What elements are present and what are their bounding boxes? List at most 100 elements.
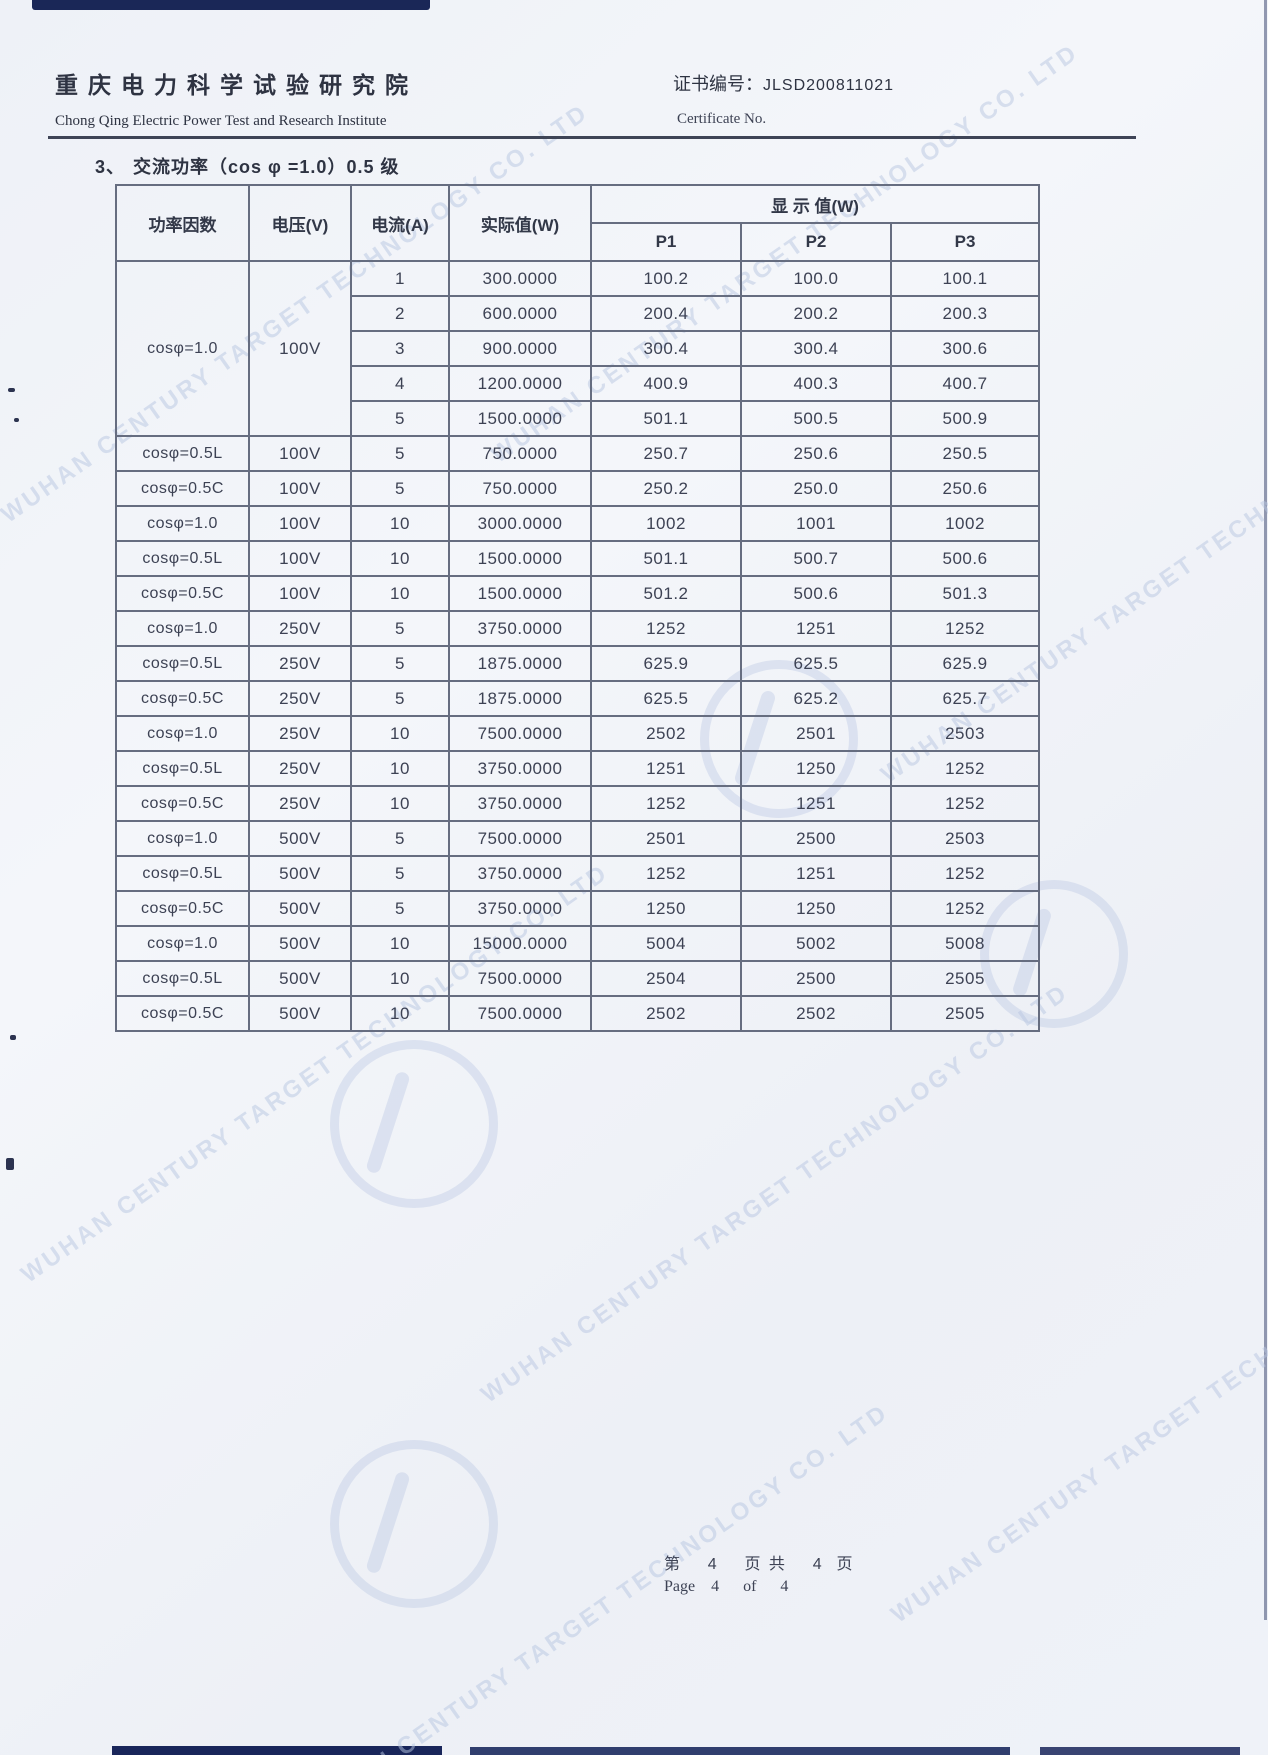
cell-p2: 400.3 bbox=[740, 365, 892, 402]
cell-actual-value: 750.0000 bbox=[448, 435, 592, 472]
col-header-voltage: 电压(V) bbox=[248, 184, 352, 262]
cell-actual-value: 1500.0000 bbox=[448, 540, 592, 577]
watermark-logo bbox=[330, 1440, 498, 1608]
cell-p1: 501.2 bbox=[590, 575, 742, 612]
cell-voltage: 500V bbox=[248, 995, 352, 1032]
cell-current: 5 bbox=[350, 855, 450, 892]
cell-p1: 501.1 bbox=[590, 400, 742, 437]
cell-power-factor: cosφ=0.5C bbox=[115, 890, 250, 927]
table-row: cosφ=0.5L 500V 10 7500.0000 2504 2500 2505 bbox=[115, 960, 1041, 997]
scan-artifact bbox=[10, 1035, 16, 1040]
page-footer: 第 4 页 共 4 页 Page 4 of 4 bbox=[664, 1550, 854, 1596]
cell-current: 5 bbox=[350, 435, 450, 472]
cell-p1: 625.9 bbox=[590, 645, 742, 682]
cell-p3: 400.7 bbox=[889, 365, 1041, 402]
cell-p1: 625.5 bbox=[590, 680, 742, 717]
scan-edge-bottom bbox=[112, 1746, 442, 1755]
cell-power-factor: cosφ=0.5C bbox=[115, 995, 250, 1032]
cell-actual-value: 1500.0000 bbox=[448, 400, 592, 437]
table-row: cosφ=0.5C 250V 10 3750.0000 1252 1251 1252 bbox=[115, 785, 1041, 822]
cell-power-factor: cosφ=0.5C bbox=[115, 575, 250, 612]
table-row: cosφ=0.5L 100V 5 750.0000 250.7 250.6 250.5 bbox=[115, 435, 1041, 472]
table-row: cosφ=1.0 100V 1 300.0000 100.2 100.0 100.1 bbox=[115, 260, 1041, 437]
cell-voltage: 500V bbox=[248, 925, 352, 962]
cell-current: 5 bbox=[350, 470, 450, 507]
cell-power-factor: cosφ=1.0 bbox=[115, 260, 250, 437]
table-row: cosφ=0.5C 500V 10 7500.0000 2502 2502 2505 bbox=[115, 995, 1041, 1032]
cell-voltage: 500V bbox=[248, 820, 352, 857]
scan-edge-right bbox=[1264, 0, 1267, 1620]
cell-p1: 1252 bbox=[590, 610, 742, 647]
cell-voltage: 250V bbox=[248, 785, 352, 822]
section-number: 3、 bbox=[95, 157, 126, 177]
cell-current: 5 bbox=[350, 645, 450, 682]
scan-artifact bbox=[6, 1158, 14, 1170]
cell-p3: 500.6 bbox=[889, 540, 1041, 577]
table-row: cosφ=0.5L 250V 10 3750.0000 1251 1250 1252 bbox=[115, 750, 1041, 787]
cell-p2: 200.2 bbox=[740, 295, 892, 332]
cell-voltage: 250V bbox=[248, 680, 352, 717]
table-row: cosφ=1.0 250V 5 3750.0000 1252 1251 1252 bbox=[115, 610, 1041, 647]
cell-p1: 2501 bbox=[590, 820, 742, 857]
cell-actual-value: 15000.0000 bbox=[448, 925, 592, 962]
scan-edge-top bbox=[32, 0, 430, 10]
cell-p3: 625.7 bbox=[889, 680, 1041, 717]
cell-p2: 2500 bbox=[740, 960, 892, 997]
cell-actual-value: 1875.0000 bbox=[448, 645, 592, 682]
cell-power-factor: cosφ=1.0 bbox=[115, 505, 250, 542]
cell-actual-value: 3750.0000 bbox=[448, 855, 592, 892]
cell-p3: 625.9 bbox=[889, 645, 1041, 682]
section-title-text: 交流功率（cos φ =1.0）0.5 级 bbox=[133, 157, 400, 177]
cell-current: 2 bbox=[350, 295, 450, 332]
cell-power-factor: cosφ=0.5L bbox=[115, 540, 250, 577]
watermark-text: WUHAN CENTURY TARGET TECHNOLOGY CO. LTD bbox=[476, 978, 1074, 1409]
cell-p1: 1250 bbox=[590, 890, 742, 927]
cell-current: 4 bbox=[350, 365, 450, 402]
scan-edge-bottom bbox=[1040, 1747, 1240, 1755]
cell-actual-value: 7500.0000 bbox=[448, 820, 592, 857]
cell-current: 5 bbox=[350, 890, 450, 927]
cell-p3: 300.6 bbox=[889, 330, 1041, 367]
col-header-actual-value: 实际值(W) bbox=[448, 184, 592, 262]
cell-actual-value: 3750.0000 bbox=[448, 890, 592, 927]
cell-p3: 1002 bbox=[889, 505, 1041, 542]
cell-current: 5 bbox=[350, 820, 450, 857]
watermark-logo bbox=[330, 1040, 498, 1208]
cell-p2: 500.5 bbox=[740, 400, 892, 437]
col-header-current: 电流(A) bbox=[350, 184, 450, 262]
cell-p1: 300.4 bbox=[590, 330, 742, 367]
cell-actual-value: 1875.0000 bbox=[448, 680, 592, 717]
cell-p2: 1251 bbox=[740, 855, 892, 892]
cell-p3: 500.9 bbox=[889, 400, 1041, 437]
cell-current: 5 bbox=[350, 400, 450, 437]
cell-p2: 2500 bbox=[740, 820, 892, 857]
institute-name-cn: 重庆电力科学试验研究院 bbox=[55, 72, 418, 98]
table-row: 2 600.0000 200.4 200.2 200.3 bbox=[116, 295, 1041, 332]
table-row: cosφ=0.5C 250V 5 1875.0000 625.5 625.2 625.7 bbox=[115, 680, 1041, 717]
cell-p2: 100.0 bbox=[740, 260, 892, 297]
cell-p3: 1252 bbox=[889, 785, 1041, 822]
cell-actual-value: 3750.0000 bbox=[448, 750, 592, 787]
cell-voltage: 500V bbox=[248, 855, 352, 892]
cell-p2: 1001 bbox=[740, 505, 892, 542]
cell-actual-value: 3000.0000 bbox=[448, 505, 592, 542]
cell-p1: 1251 bbox=[590, 750, 742, 787]
cell-actual-value: 1500.0000 bbox=[448, 575, 592, 612]
cell-current: 5 bbox=[350, 680, 450, 717]
col-header-p3: P3 bbox=[889, 222, 1041, 262]
cell-p2: 5002 bbox=[740, 925, 892, 962]
institute-name-en: Chong Qing Electric Power Test and Resea… bbox=[55, 113, 387, 129]
table-row: 4 1200.0000 400.9 400.3 400.7 bbox=[116, 365, 1041, 402]
col-header-display-value: 显 示 值(W) bbox=[589, 184, 1041, 224]
table-row: cosφ=0.5C 100V 10 1500.0000 501.2 500.6 501.3 bbox=[115, 575, 1041, 612]
cell-voltage: 100V bbox=[248, 505, 352, 542]
cell-current: 10 bbox=[350, 750, 450, 787]
cell-current: 1 bbox=[350, 260, 450, 297]
certificate-number-block: 证书编号：JLSD200811021 Certificate No. bbox=[673, 70, 894, 128]
col-header-power-factor: 功率因数 bbox=[115, 184, 250, 262]
page-number-cn: 第 4 页 共 4 页 bbox=[664, 1556, 855, 1573]
cell-p1: 250.7 bbox=[590, 435, 742, 472]
cell-current: 3 bbox=[350, 330, 450, 367]
cell-p3: 5008 bbox=[889, 925, 1041, 962]
cell-p3: 2505 bbox=[889, 960, 1041, 997]
